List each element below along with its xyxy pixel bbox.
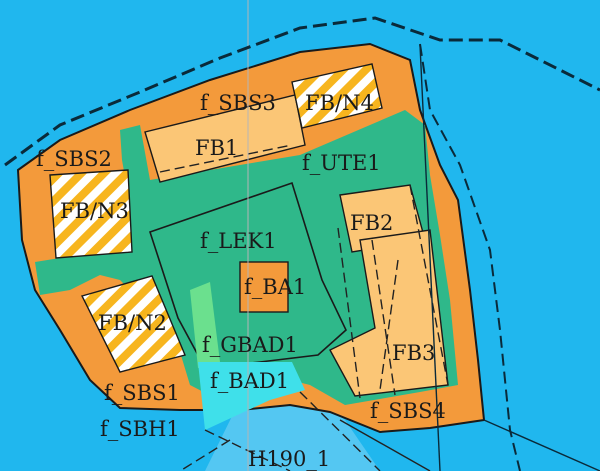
label-fb2: FB2 [350,211,393,235]
label-f-sbh1: f_SBH1 [100,417,180,441]
zone-f-bad1 [198,362,305,430]
label-f-gbad1: f_GBAD1 [202,333,298,357]
zone-f-ute1 [35,110,458,405]
boundary-lines [159,0,600,471]
label-fb3: FB3 [392,341,435,365]
label-f-sbs3: f_SBS3 [200,91,276,115]
label-f-sbs2: f_SBS2 [36,147,112,171]
outer-boundary-east [419,43,521,471]
label-fb-n2: FB/N2 [98,311,167,335]
label-f-lek1: f_LEK1 [200,229,277,253]
zone-f-gbad1 [190,282,220,368]
label-fb-n4: FB/N4 [305,91,374,115]
zone-fb-n4 [291,63,383,129]
outer-boundary [4,16,600,167]
zone-fb1 [144,94,306,183]
label-f-ba1: f_BA1 [244,275,306,299]
label-fb-n3: FB/N3 [60,199,129,223]
label-f-bad1: f_BAD1 [210,369,289,393]
label-h190-1: H190_1 [248,447,330,471]
zone-fb-n3 [49,169,133,259]
zone-fb3 [329,229,449,397]
label-fb1: FB1 [195,136,238,160]
label-f-ute1: f_UTE1 [302,151,381,175]
zone-fb-n2 [80,275,186,373]
label-f-sbs4: f_SBS4 [370,399,446,423]
zone-f-lek1-outline [148,181,347,369]
label-f-sbs1: f_SBS1 [104,381,180,405]
